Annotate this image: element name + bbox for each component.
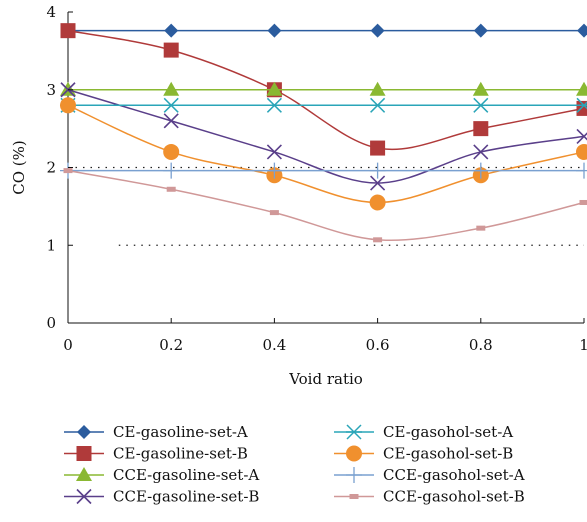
data-point [163,97,180,113]
x-tick-label: 0.8 [469,336,493,354]
legend-label: CE-gasoline-set-A [113,423,248,441]
y-tick-label: 2 [46,159,56,177]
data-point [472,81,489,96]
series-line [67,104,585,204]
data-point [166,186,176,192]
data-point [266,97,283,113]
x-tick-label: 1 [579,336,587,354]
series-CCE-gasohol-set-A [60,162,587,179]
y-tick-label: 4 [46,3,56,21]
data-point [369,194,386,211]
legend-marker [346,424,362,440]
data-point [267,23,282,38]
legend-label: CCE-gasohol-set-A [383,466,525,484]
series-CCE-gasoline-set-A [60,81,587,96]
legend-label: CCE-gasoline-set-B [113,488,259,506]
data-point [576,143,587,160]
data-point [576,97,587,113]
data-point [370,23,385,38]
legend-item: CCE-gasoline-set-B [64,488,259,506]
data-point [163,42,179,58]
legend-label: CCE-gasohol-set-B [383,488,525,506]
legend-marker [76,446,92,461]
data-point [370,175,386,191]
data-point [579,199,587,205]
data-point [266,81,283,96]
legend-marker [77,425,91,439]
data-point [576,128,587,144]
series-CCE-gasoline-set-B [60,82,587,191]
data-point [266,144,282,160]
legend-marker [346,445,362,462]
x-tick-label: 0.2 [159,336,183,354]
legend-item: CE-gasohol-set-A [334,423,513,441]
legend-marker [76,488,92,505]
data-point [63,168,73,174]
legend-label: CE-gasohol-set-B [383,445,513,463]
legend-item: CCE-gasoline-set-A [64,466,259,484]
legend-marker [76,467,92,481]
x-tick-label: 0.4 [262,336,286,354]
series-line [67,29,585,151]
series-CE-gasoline-set-B [60,23,587,156]
data-point [476,225,486,231]
data-point [577,23,587,38]
tick-labels: 0 1 2 3 4 0 0.2 0.4 0.6 0.8 1 [46,3,587,354]
axes [67,12,584,324]
series-CE-gasohol-set-B [60,97,587,211]
data-point [473,144,489,160]
data-point [269,210,279,216]
data-point [472,97,489,113]
data-point [370,140,386,156]
data-point [60,23,76,39]
data-point [266,162,283,179]
data-point [369,162,386,179]
legend-item: CE-gasoline-set-B [64,445,248,463]
x-axis-title: Void ratio [288,370,363,388]
x-tick-label: 0.6 [366,336,390,354]
series-CE-gasoline-set-A [61,23,587,38]
series-CCE-gasohol-set-B [63,168,587,243]
data-point [163,113,179,129]
data-point [163,162,180,179]
legend-label: CE-gasohol-set-A [383,423,513,441]
data-point [60,97,76,114]
data-point [373,237,383,243]
data-point [164,23,179,38]
series-layer [60,23,587,243]
data-point [369,81,386,96]
x-tick-label: 0 [63,336,73,354]
legend-label: CE-gasoline-set-B [113,445,248,463]
legend-label: CCE-gasoline-set-A [113,466,259,484]
legend-item: CCE-gasohol-set-A [334,466,525,484]
series-CE-gasohol-set-A [60,97,587,113]
y-tick-label: 3 [46,81,56,99]
legend-item: CE-gasoline-set-A [64,423,248,441]
data-point [473,121,489,137]
series-line [67,169,585,242]
data-point [163,81,180,96]
data-point [576,162,587,179]
reference-lines [68,166,584,246]
y-tick-label: 1 [46,236,56,254]
legend-marker [349,494,359,499]
legend-item: CE-gasohol-set-B [334,445,513,463]
y-tick-label: 0 [46,314,56,332]
legend-marker [346,467,362,483]
legend-item: CCE-gasohol-set-B [334,488,525,506]
data-point [472,162,489,179]
data-point [369,97,386,113]
data-point [473,23,488,38]
data-point [163,143,180,160]
y-axis-title: CO (%) [10,140,28,195]
data-point [576,81,587,96]
legend: CE-gasoline-set-A CE-gasoline-set-B CCE-ga… [64,423,525,506]
